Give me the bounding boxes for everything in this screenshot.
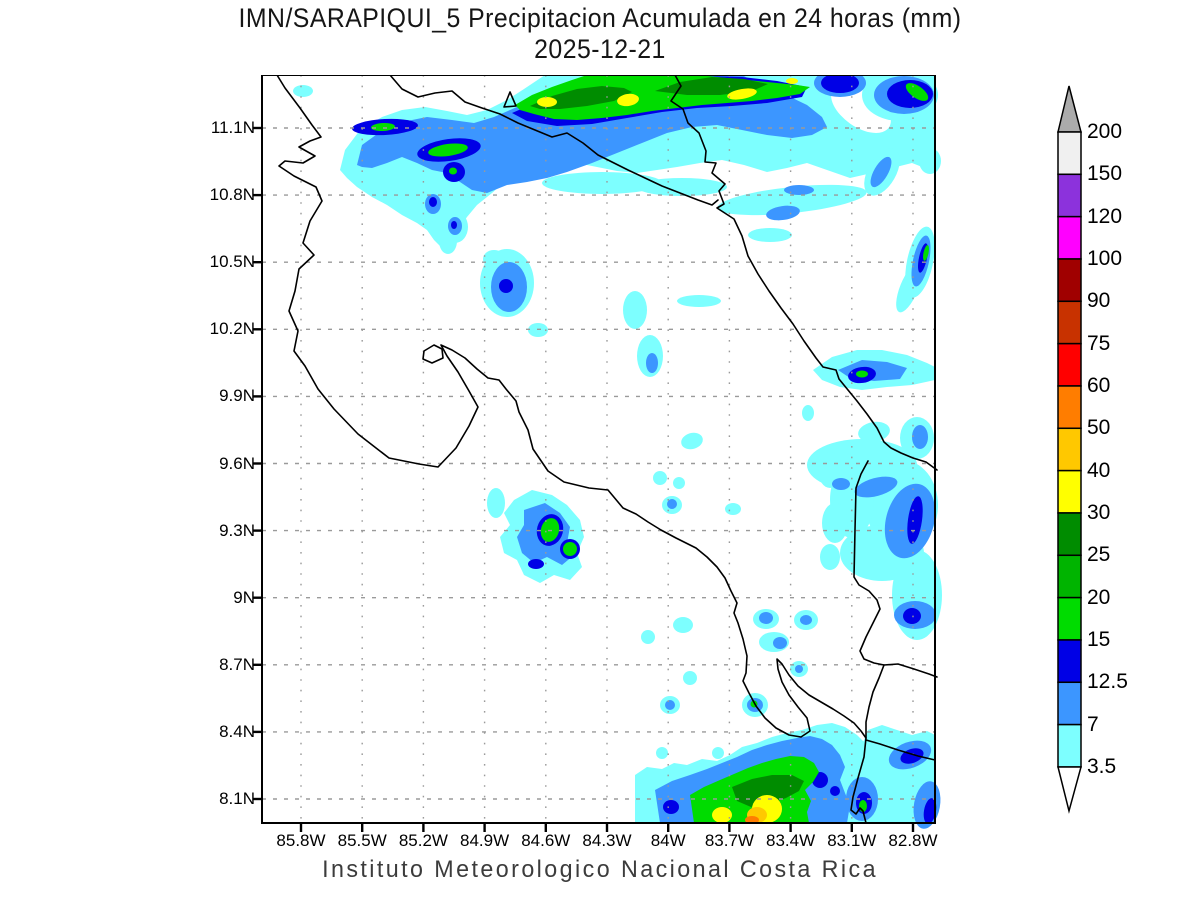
y-axis-label: 9.9N <box>219 386 255 406</box>
gulf-island <box>422 344 444 364</box>
y-axis-label: 10.2N <box>209 319 255 339</box>
x-axis-label: 84W <box>650 831 686 850</box>
y-axis-label: 9N <box>233 587 255 607</box>
colorbar-level-label: 12.5 <box>1087 670 1128 694</box>
y-axis-label: 9.6N <box>219 453 255 473</box>
panama-border-south <box>865 664 885 739</box>
panama-border-line <box>853 460 938 678</box>
x-axis-label: 85.5W <box>337 831 387 850</box>
footer-credit: Instituto Meteorologico Nacional Costa R… <box>322 856 878 883</box>
nicaragua-border-line <box>389 75 719 206</box>
colorbar-level-label: 120 <box>1087 204 1123 228</box>
x-axis-label: 84.3W <box>582 831 632 850</box>
y-axis-label: 8.1N <box>219 789 255 808</box>
y-axis-label: 10.5N <box>209 252 255 272</box>
colorbar-level-label: 90 <box>1087 289 1111 313</box>
y-axis-label: 11.1N <box>210 118 255 137</box>
colorbar-level-label: 60 <box>1087 373 1111 397</box>
x-axis-label: 85.8W <box>276 831 326 850</box>
y-axis-label: 8.4N <box>219 721 255 741</box>
pacific-coastline <box>276 75 867 824</box>
title-line-1: IMN/SARAPIQUI_5 Precipitacion Acumulada … <box>238 3 962 33</box>
panama-pacific-coast <box>865 739 936 761</box>
x-axis-label: 85.2W <box>398 831 448 850</box>
colorbar-level-label: 25 <box>1087 543 1111 567</box>
colorbar-level-label: 40 <box>1087 458 1111 482</box>
caribbean-coastline <box>670 75 938 471</box>
colorbar-level-label: 50 <box>1087 416 1111 440</box>
colorbar-level-label: 150 <box>1087 162 1123 186</box>
colorbar-level-label: 100 <box>1087 246 1123 270</box>
x-axis-label: 83.1W <box>827 831 877 850</box>
colorbar-level-label: 200 <box>1087 120 1123 143</box>
lake-island-triangle <box>503 91 517 108</box>
precipitation-map <box>253 75 942 832</box>
colorbar-level-label: 3.5 <box>1087 754 1117 778</box>
axis-ticks <box>253 126 915 832</box>
colorbar-level-label: 20 <box>1087 585 1111 609</box>
x-axis-label: 83.7W <box>704 831 754 850</box>
title-line-2: 2025-12-21 <box>534 34 666 64</box>
colorbar-level-label: 7 <box>1087 712 1099 736</box>
coastlines <box>276 75 938 824</box>
colorbar-level-label: 15 <box>1087 627 1111 651</box>
y-axis-label: 8.7N <box>219 654 255 674</box>
map-frame <box>261 75 936 824</box>
x-axis-label: 84.9W <box>460 831 510 850</box>
colorbar <box>1057 85 1082 814</box>
graticule <box>262 75 935 823</box>
x-axis-label: 82.8W <box>888 831 938 850</box>
precip-yellow-layer <box>537 78 798 824</box>
colorbar-level-label: 75 <box>1087 331 1111 355</box>
x-axis-label: 83.4W <box>766 831 816 850</box>
x-axis-label: 84.6W <box>521 831 571 850</box>
figure-title: IMN/SARAPIQUI_5 Precipitacion Acumulada … <box>48 3 1152 65</box>
y-axis-label: 9.3N <box>219 520 255 540</box>
y-axis-label: 10.8N <box>209 185 255 205</box>
colorbar-level-label: 30 <box>1087 500 1111 524</box>
